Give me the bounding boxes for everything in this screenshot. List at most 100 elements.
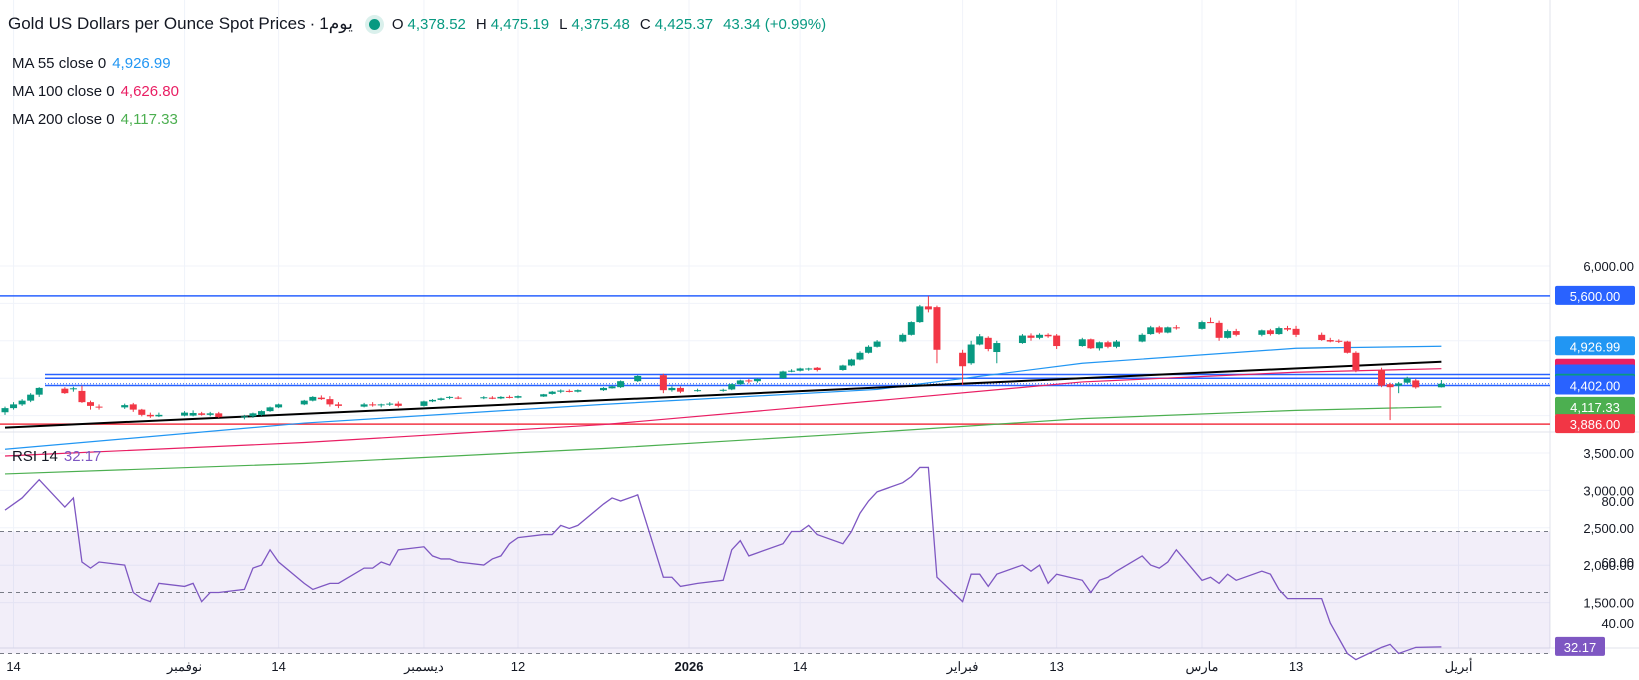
candle-body (565, 390, 573, 392)
candle-body (728, 384, 736, 390)
rsi-tick-label: 60.00 (1601, 555, 1634, 570)
price-axis[interactable]: 6,000.00 3,500.00 3,000.00 2,500.00 2,000.00… (1583, 259, 1634, 631)
time-tick-label: 12 (511, 659, 525, 674)
price-label-box (1555, 414, 1635, 434)
candle-body (1284, 328, 1291, 330)
candle-body (189, 412, 197, 416)
candle-body (540, 394, 548, 397)
chart-header: Gold US Dollars per Ounce Spot Prices · … (8, 14, 836, 34)
candle-body (155, 414, 163, 417)
candle-body (1087, 339, 1095, 349)
moving-average-line (4, 406, 1442, 475)
price-label-box (1555, 336, 1635, 356)
candle-body (129, 404, 137, 410)
trendline (4, 360, 1442, 429)
moving-average-lines (4, 345, 1442, 475)
candle-body (1378, 369, 1386, 386)
time-tick-label: ديسمبر (403, 659, 444, 675)
high-label: H (475, 15, 487, 33)
time-axis[interactable]: 14 نوفمبر 14 ديسمبر 12 2026 14 فبراير 13 مارس 13 أب… (6, 658, 1472, 675)
candle-body (386, 403, 394, 405)
candle-body (249, 413, 257, 417)
time-tick-label: مارس (1185, 659, 1218, 675)
candle-body (924, 306, 932, 310)
candle-body (1232, 331, 1240, 335)
candle-body (548, 391, 556, 394)
ma100-label: MA 100 close 0 (12, 83, 115, 100)
low-value: 4,375.48 (571, 15, 630, 33)
ma200-legend[interactable]: MA 200 close 0 4,117.33 (12, 111, 178, 128)
price-label-box (1555, 396, 1635, 416)
chart-grid (0, 0, 1639, 649)
ma55-legend[interactable]: MA 55 close 0 4,926.99 (12, 55, 171, 72)
candle-body (369, 404, 377, 406)
candle-body (87, 402, 94, 406)
candle-body (429, 399, 436, 402)
candle-body (1437, 383, 1445, 388)
candle-body (181, 412, 189, 416)
high-value: 4,475.19 (490, 15, 550, 33)
price-tick-label: 6,000.00 (1583, 259, 1634, 274)
time-tick-label: 2026 (675, 659, 704, 674)
candle-body (993, 343, 1001, 353)
ma55-label: MA 55 close 0 (12, 55, 107, 72)
candle-body (676, 387, 684, 392)
price-label-box (1555, 285, 1635, 305)
candle-body (1104, 342, 1112, 347)
candle-body (976, 336, 984, 345)
candle-body (1095, 342, 1103, 349)
candle-body (659, 375, 667, 391)
candle-body (574, 390, 582, 392)
candle-body (240, 416, 248, 418)
candle-body (1113, 341, 1120, 347)
candle-body (600, 387, 607, 391)
low-label: L (559, 15, 568, 33)
separator: · (309, 14, 316, 33)
candle-body (266, 407, 274, 412)
candle-body (360, 404, 368, 407)
candle-body (796, 368, 804, 371)
candle-body (959, 352, 967, 367)
candle-body (1198, 322, 1206, 329)
candle-body (69, 388, 77, 390)
chart-title[interactable]: Gold US Dollars per Ounce Spot Prices (8, 14, 306, 33)
rsi-series-line (4, 466, 1442, 661)
candle-body (873, 341, 881, 347)
candle-body (805, 368, 813, 370)
moving-average-line (4, 368, 1442, 457)
candle-body (334, 404, 342, 406)
candle-body (95, 406, 103, 408)
candle-body (326, 399, 334, 405)
candle-body (813, 367, 821, 370)
candle-body (275, 404, 283, 408)
candle-body (1386, 384, 1394, 388)
time-tick-label: 14 (271, 659, 285, 674)
price-labels: 5,600.004,926.994,626.804,550.004,500.00… (1555, 285, 1635, 656)
candle-body (437, 398, 445, 400)
candle-body (309, 396, 317, 401)
candle-body (907, 322, 915, 335)
candle-body (27, 394, 35, 401)
candle-body (446, 396, 454, 398)
rsi-tick-label: 40.00 (1601, 616, 1634, 631)
candle-body (1215, 322, 1223, 338)
price-tick-label: 2,000.00 (1583, 558, 1634, 573)
time-tick-label: 13 (1289, 659, 1303, 674)
candles (1, 295, 1445, 421)
candle-body (1044, 334, 1052, 337)
candle-body (839, 365, 847, 370)
candle-body (984, 337, 992, 350)
candle-body (1266, 330, 1274, 335)
rsi-line (4, 466, 1442, 661)
price-label-text: 5,600.00 (1570, 289, 1621, 304)
candle-body (420, 401, 428, 406)
time-tick-label: 14 (6, 659, 20, 674)
candle-body (1147, 327, 1155, 335)
candle-body (1318, 334, 1326, 341)
rsi-legend[interactable]: RSI 14 32.17 (12, 448, 101, 465)
interval-label[interactable]: 1يوم (319, 14, 353, 33)
ma100-legend[interactable]: MA 100 close 0 4,626.80 (12, 83, 179, 100)
horizontal-lines (0, 295, 1550, 425)
candle-body (557, 390, 565, 392)
